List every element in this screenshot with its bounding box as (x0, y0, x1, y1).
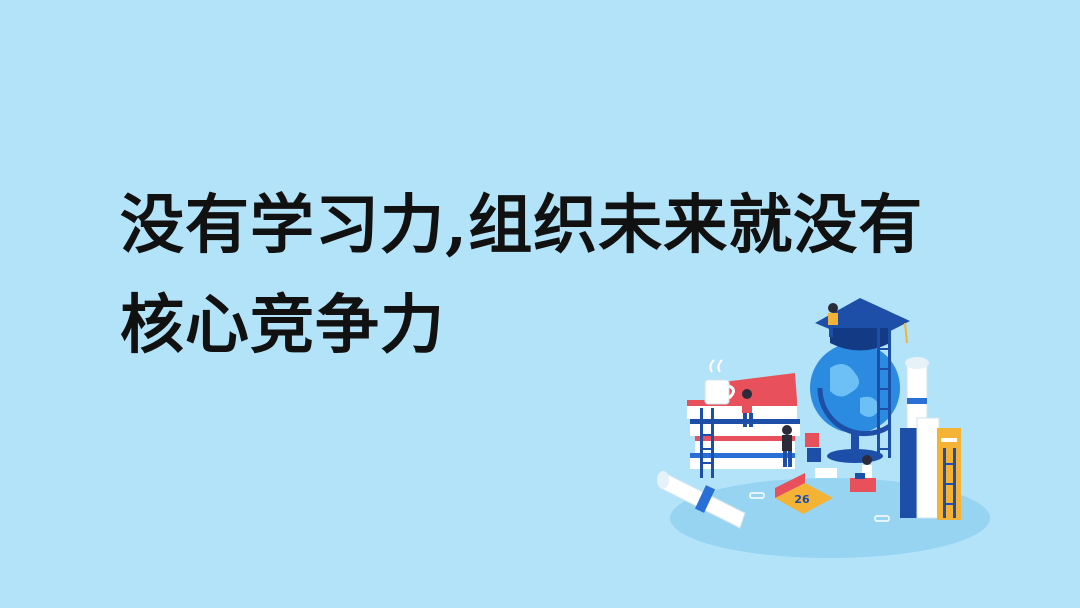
headline-line-1: 没有学习力,组织未来就没有 (120, 188, 924, 263)
globe-icon (810, 343, 900, 463)
person-reading-icon (742, 389, 753, 427)
calendar-day: 26 (794, 493, 810, 506)
person-on-cap-icon (828, 303, 838, 337)
ladder-icon (877, 328, 891, 458)
paper-clip-icon (749, 492, 890, 522)
headline: 没有学习力,组织未来就没有 核心竞争力 (120, 176, 1000, 376)
coffee-cup-icon (704, 359, 735, 405)
headline-line-2: 核心竞争力 (120, 288, 445, 363)
diploma-scroll-icon (657, 471, 746, 529)
person-standing-icon (782, 425, 792, 467)
person-laptop-icon (850, 455, 876, 492)
blocks-icon (805, 433, 837, 478)
diploma-standing-icon (905, 357, 929, 434)
graduation-cap-icon (815, 298, 910, 351)
upright-books-icon (900, 417, 961, 520)
education-illustration: 26 (657, 298, 990, 558)
calendar-icon: 26 (775, 473, 833, 514)
